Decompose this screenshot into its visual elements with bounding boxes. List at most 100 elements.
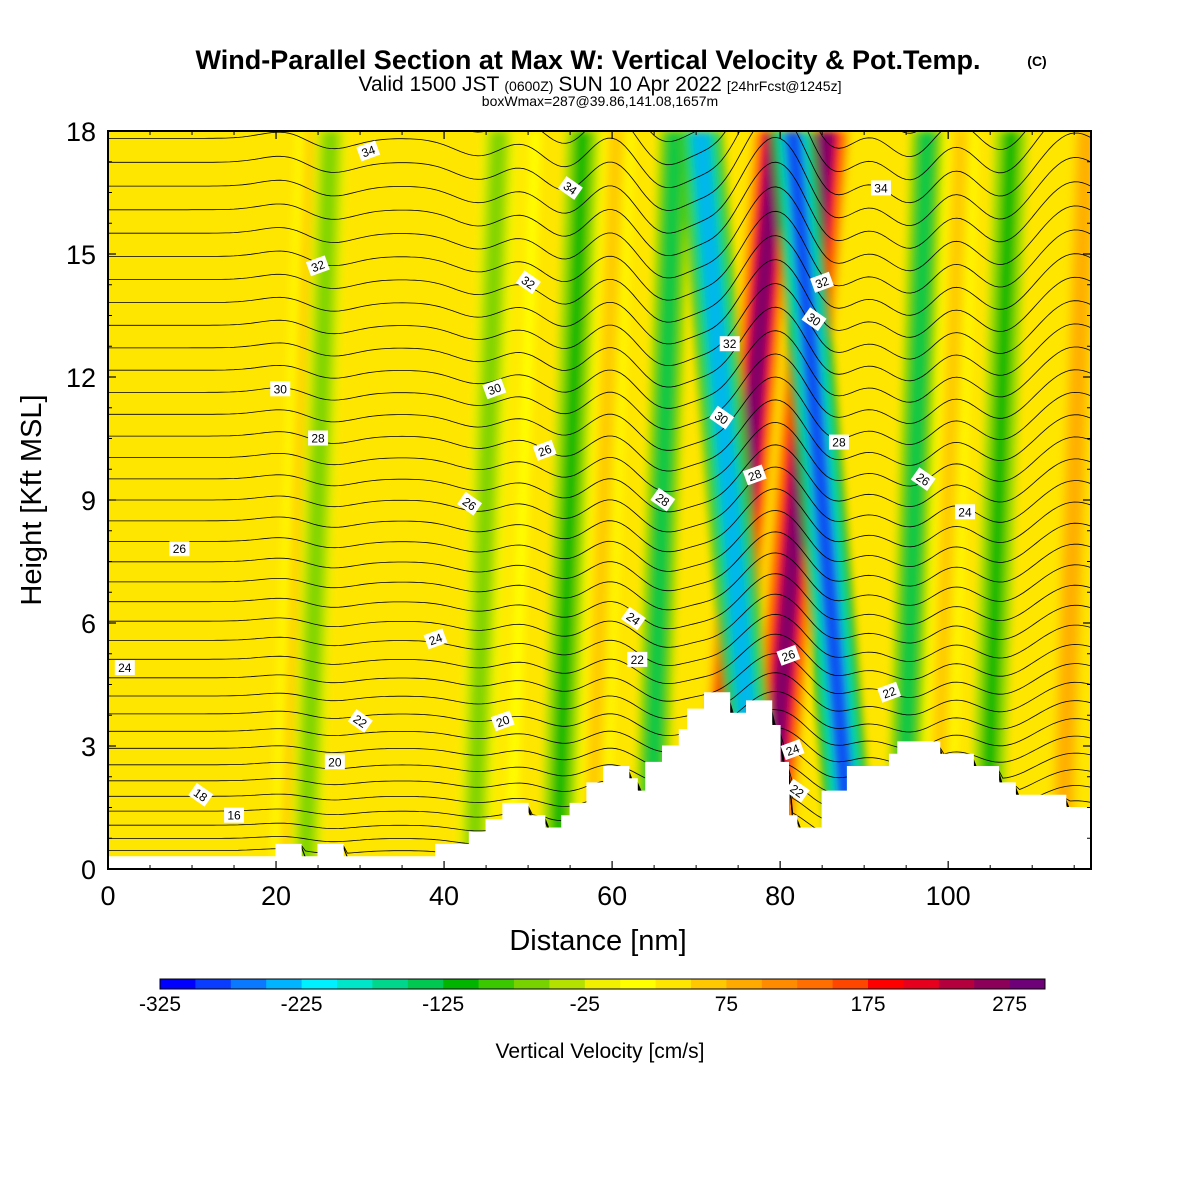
contour-label-13: 28 — [650, 487, 676, 512]
contour-label-21: 24 — [423, 628, 448, 650]
colorbar-swatch-20 — [868, 979, 904, 989]
colorbar-swatch-12 — [584, 979, 621, 989]
contour-label-24: 24 — [780, 739, 805, 761]
contour-label-3: 32 — [305, 255, 330, 277]
velocity-band-14-2 — [978, 131, 1019, 869]
contour-label-bg-7 — [801, 307, 827, 332]
contour-label-28: 22 — [784, 778, 810, 803]
theta-contour-22 — [108, 466, 1091, 533]
velocity-band-12-2 — [783, 131, 861, 869]
theta-contour-32 — [108, 235, 1091, 323]
contour-label-bg-26 — [627, 651, 648, 667]
contour-label-23: 24 — [954, 504, 975, 520]
colorbar-swatch-13 — [620, 979, 657, 989]
velocity-field — [271, 131, 1091, 869]
contour-label-0: 34 — [356, 140, 381, 162]
contour-label-bg-31 — [188, 782, 214, 807]
contour-label-30: 20 — [490, 710, 515, 732]
contour-label-bg-16 — [457, 491, 483, 516]
contour-label-14: 28 — [828, 434, 849, 450]
velocity-band-2-2 — [584, 131, 624, 869]
velocity-band-8-2 — [466, 131, 506, 869]
x-tick-label-4: 80 — [765, 881, 795, 911]
colorbar-tick-label-6: 275 — [992, 993, 1027, 1016]
terrain-mask — [108, 692, 1091, 869]
contour-label-text-3: 32 — [309, 257, 327, 275]
colorbar-swatch-16 — [726, 979, 763, 989]
theta-contour-23 — [108, 444, 1091, 513]
y-tick-label-4: 12 — [66, 363, 96, 393]
contour-label-text-23: 24 — [958, 505, 972, 519]
colorbar-swatch-10 — [514, 979, 550, 989]
colorbar-title: Vertical Velocity [cm/s] — [496, 1040, 705, 1063]
velocity-band-9-2 — [550, 131, 590, 869]
y-tick-label-2: 6 — [81, 609, 96, 639]
colorbar-swatch-15 — [691, 979, 727, 989]
contour-label-22: 24 — [620, 606, 646, 631]
contour-label-text-15: 26 — [536, 442, 554, 460]
subtitle-box-wmax: boxWmax=287@39.86,141.08,1657m — [482, 93, 718, 109]
theta-contour-25 — [108, 399, 1091, 472]
contour-label-26: 22 — [627, 651, 648, 667]
contour-label-16: 26 — [457, 491, 483, 516]
theta-contour-20 — [108, 510, 1091, 572]
theta-contour-15 — [108, 613, 1091, 666]
theta-contour-12 — [108, 672, 1091, 719]
contour-label-bg-20 — [114, 660, 135, 676]
subtitle-valid: Valid 1500 JST — [359, 73, 500, 96]
contour-label-bg-29 — [324, 754, 345, 770]
contour-label-17: 26 — [169, 541, 190, 557]
y-tick-label-1: 3 — [81, 732, 96, 762]
chart-title: Wind-Parallel Section at Max W: Vertical… — [196, 45, 981, 75]
colorbar-swatch-4 — [301, 979, 338, 989]
contour-label-bg-14 — [828, 434, 849, 450]
contour-label-bg-11 — [308, 430, 329, 446]
x-tick-label-2: 40 — [429, 881, 459, 911]
contour-label-text-29: 20 — [328, 755, 342, 769]
theta-contour-31 — [108, 259, 1091, 345]
contour-label-text-18: 26 — [780, 647, 798, 665]
contour-label-text-21: 24 — [427, 630, 445, 648]
contour-label-bg-9 — [482, 378, 507, 400]
chart-title-block: Wind-Parallel Section at Max W: Vertical… — [196, 45, 1047, 109]
contour-labels: 34 34 34 32 32 32 32 30 30 30 30 28 28 28 28 26 26 26 26 26… — [114, 140, 975, 823]
x-axis-title: Distance [nm] — [509, 925, 686, 957]
colorbar-swatch-5 — [337, 979, 373, 989]
velocity-band-6-2 — [1054, 131, 1091, 869]
contour-label-bg-23 — [954, 504, 975, 520]
theta-contour-28 — [108, 330, 1091, 409]
contour-label-text-14: 28 — [832, 436, 846, 450]
contour-label-bg-19 — [910, 467, 936, 491]
contour-label-text-32: 16 — [227, 809, 241, 823]
velocity-band-5-2 — [928, 131, 968, 869]
colorbar-swatch-17 — [761, 979, 798, 989]
colorbar-swatch-1 — [195, 979, 232, 989]
colorbar-swatch-19 — [832, 979, 869, 989]
contour-label-text-27: 22 — [881, 684, 899, 702]
colorbar-swatch-21 — [903, 979, 940, 989]
contour-label-9: 30 — [482, 378, 507, 400]
theta-contour-33 — [108, 210, 1091, 301]
theta-contour-34 — [108, 186, 1091, 279]
theta-contour-37 — [108, 131, 1091, 211]
contour-label-text-5: 32 — [723, 337, 737, 351]
contour-label-8: 30 — [270, 381, 291, 397]
colorbar-swatch-3 — [266, 979, 303, 989]
contour-label-bg-25 — [347, 709, 373, 733]
contour-label-bg-27 — [877, 681, 902, 703]
y-tick-label-5: 15 — [66, 240, 96, 270]
subtitle-date: SUN 10 Apr 2022 — [558, 73, 721, 96]
contour-label-bg-24 — [780, 739, 805, 761]
contour-label-bg-30 — [490, 710, 515, 732]
subtitle-forecast: [24hrFcst@1245z] — [727, 78, 842, 94]
contour-label-text-2: 34 — [874, 181, 888, 195]
contour-label-bg-8 — [270, 381, 291, 397]
x-tick-label-1: 20 — [261, 881, 291, 911]
contour-label-text-17: 26 — [173, 542, 187, 556]
contour-label-bg-4 — [515, 270, 541, 295]
contour-label-27: 22 — [877, 681, 902, 703]
contour-label-18: 26 — [776, 644, 801, 666]
theta-contour-11 — [108, 690, 1091, 736]
subtitle-utc: (0600Z) — [504, 78, 553, 94]
contour-label-bg-1 — [557, 176, 583, 200]
